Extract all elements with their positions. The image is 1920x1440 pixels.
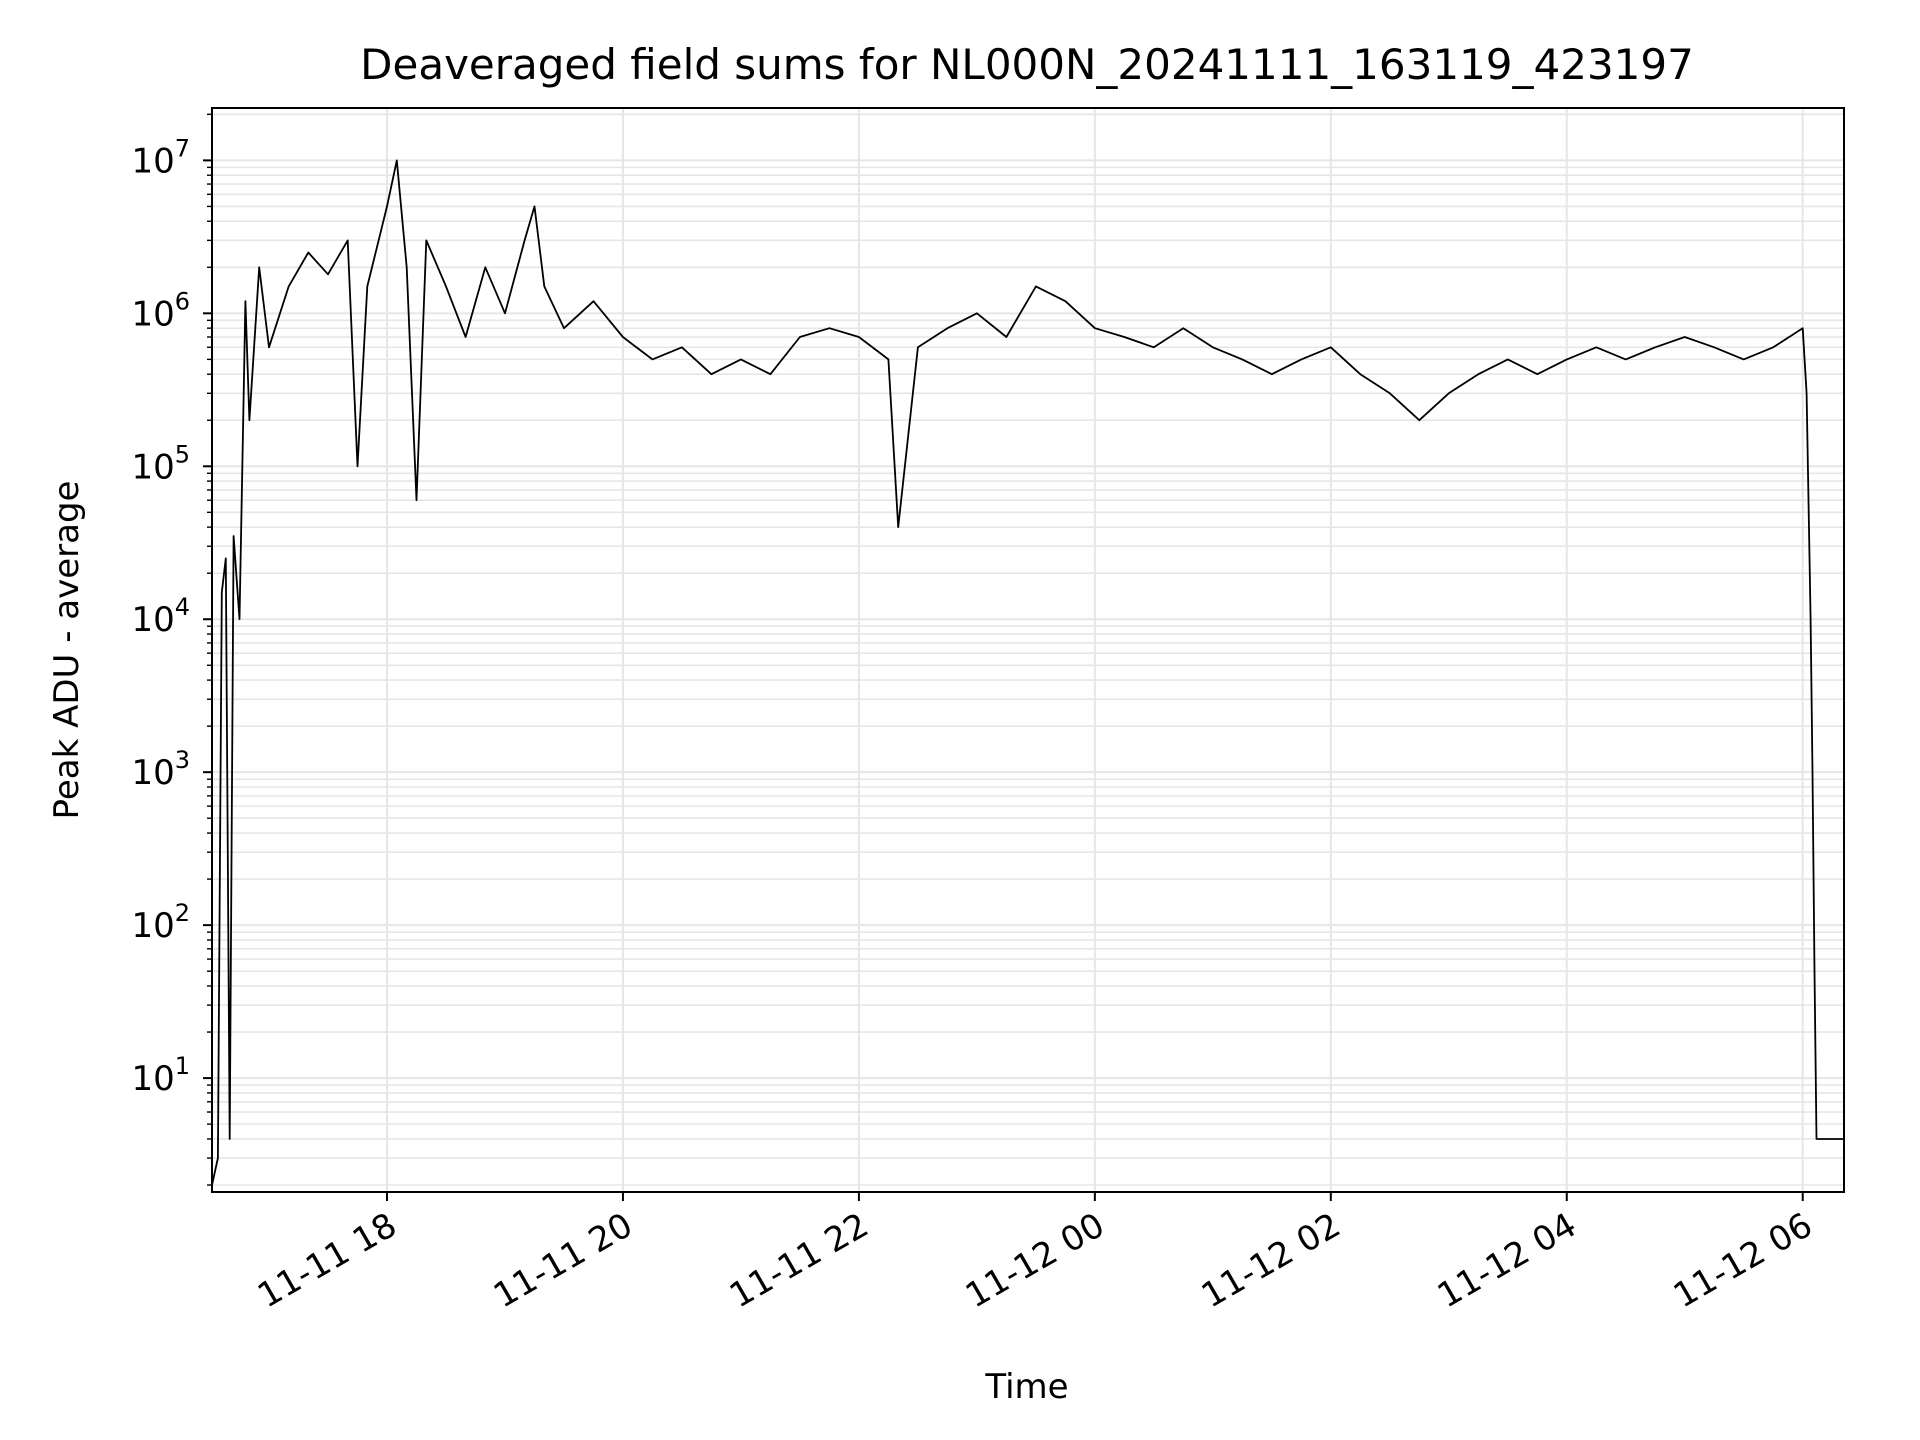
x-axis-label: Time: [984, 1367, 1068, 1407]
y-tick-label: 106: [131, 287, 190, 334]
y-tick-exponent: 4: [175, 593, 190, 621]
grid-lines: [212, 108, 1844, 1192]
chart-title: Deaveraged field sums for NL000N_2024111…: [360, 40, 1694, 89]
y-tick-label: 103: [131, 746, 190, 793]
y-tick-label: 101: [131, 1052, 190, 1099]
y-tick-label: 105: [131, 440, 190, 487]
y-tick-base: 10: [131, 294, 174, 334]
y-tick-exponent: 1: [175, 1052, 190, 1080]
y-tick-label: 107: [131, 134, 190, 181]
y-tick-base: 10: [131, 141, 174, 181]
y-tick-base: 10: [131, 600, 174, 640]
data-series: [211, 159, 1844, 1186]
y-tick-exponent: 3: [175, 746, 190, 774]
y-axis-label: Peak ADU - average: [47, 481, 87, 820]
y-tick-base: 10: [131, 447, 174, 487]
y-tick-base: 10: [131, 753, 174, 793]
y-tick-label: 104: [131, 593, 190, 640]
plot-frame: [211, 107, 1845, 1193]
series-line: [211, 159, 1844, 1186]
y-tick-base: 10: [131, 906, 174, 946]
y-tick-exponent: 5: [175, 440, 190, 468]
y-tick-exponent: 2: [175, 899, 190, 927]
y-tick-exponent: 7: [175, 134, 190, 162]
y-tick-exponent: 6: [175, 287, 190, 315]
y-tick-base: 10: [131, 1059, 174, 1099]
y-tick-label: 102: [131, 899, 190, 946]
